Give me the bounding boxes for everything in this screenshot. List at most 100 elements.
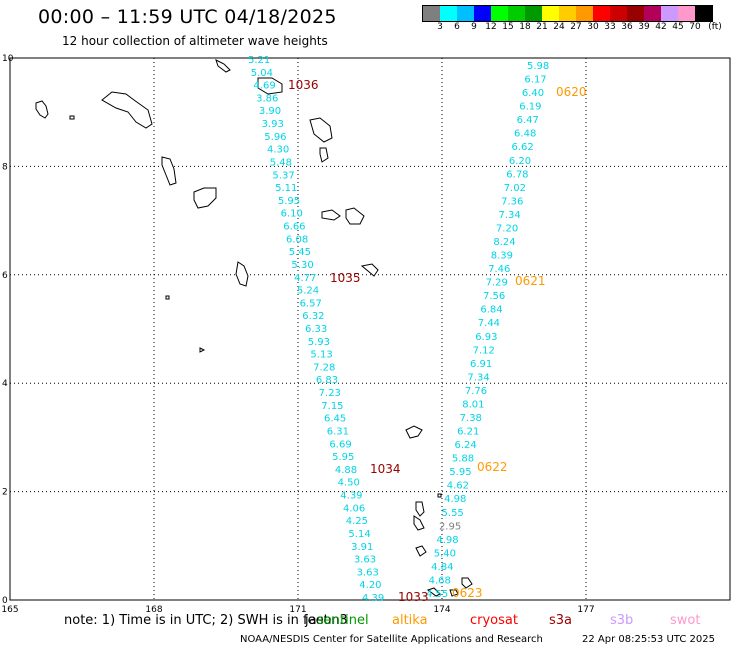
- legend-label: 21: [536, 22, 548, 32]
- legend-swatch: [474, 6, 491, 21]
- island-outline: [35, 100, 49, 119]
- legend-swatch: [695, 6, 712, 21]
- legend-label: 15: [502, 22, 514, 32]
- west-track-value: 3.93: [262, 119, 284, 130]
- west-track-value: 5.14: [348, 529, 370, 540]
- pass-time-label: 1033: [398, 590, 429, 604]
- east-track-value: 6.21: [457, 427, 479, 438]
- legend-label: 12: [485, 22, 497, 32]
- west-track-value: 5.21: [248, 55, 270, 66]
- legend-label: 9: [471, 22, 477, 32]
- legend-swatch: [661, 6, 678, 21]
- west-track-value: 5.24: [297, 286, 319, 297]
- legend-label: 36: [621, 22, 633, 32]
- island-outline: [360, 263, 379, 277]
- island-outline: [215, 59, 231, 73]
- east-track-value: 6.24: [454, 440, 476, 451]
- east-track-value: 7.44: [478, 318, 500, 329]
- west-track-value: 4.88: [335, 465, 357, 476]
- island-outline: [165, 295, 170, 300]
- east-track-value: 6.91: [470, 359, 492, 370]
- west-track-value: 3.91: [351, 542, 373, 553]
- footer-note: note: 1) Time is in UTC; 2) SWH is in fe…: [64, 613, 329, 628]
- island-outline: [413, 515, 425, 531]
- east-track-value: 7.29: [486, 278, 508, 289]
- west-track-value: 3.63: [357, 567, 379, 578]
- east-track-value: 7.02: [504, 183, 526, 194]
- generation-timestamp: 22 Apr 08:25:53 UTC 2025: [582, 634, 715, 645]
- legend-swatch: [542, 6, 559, 21]
- pass-time-label: 0623: [452, 586, 483, 600]
- west-track-value: 5.96: [264, 132, 286, 143]
- east-track-value: 4.68: [429, 575, 451, 586]
- legend-label: 30: [587, 22, 599, 32]
- east-track-value: 7.36: [501, 196, 523, 207]
- legend-swatch: [644, 6, 661, 21]
- east-track-value: 7.46: [488, 264, 510, 275]
- legend-swatch: [525, 6, 542, 21]
- island-outline: [449, 589, 459, 597]
- west-track-value: 4.30: [267, 145, 289, 156]
- legend-label: 24: [553, 22, 565, 32]
- color-legend: [422, 5, 713, 22]
- y-tick-label: 2: [2, 488, 8, 498]
- east-track-value: 6.93: [475, 332, 497, 343]
- west-track-value: 4.77: [294, 273, 316, 284]
- west-track-value: 6.57: [300, 298, 322, 309]
- west-track-value: 5.48: [270, 157, 292, 168]
- island-outline: [193, 187, 217, 209]
- east-track-value: 6.17: [524, 75, 546, 86]
- pass-time-label: 1034: [370, 462, 401, 476]
- east-track-value: 8.24: [493, 237, 515, 248]
- island-outline: [426, 587, 441, 597]
- satellite-label: altika: [392, 613, 428, 628]
- west-track-value: 4.39: [362, 593, 384, 604]
- page-subtitle: 12 hour collection of altimeter wave hei…: [62, 34, 328, 48]
- island-outline: [321, 209, 341, 221]
- east-track-value: 8.39: [491, 251, 513, 262]
- map-frame: [9, 57, 731, 601]
- west-track-value: 6.32: [302, 311, 324, 322]
- east-track-value: 4.55: [426, 589, 448, 600]
- legend-label: 18: [519, 22, 531, 32]
- east-track-value: 7.34: [467, 372, 489, 383]
- west-track-value: 6.66: [283, 222, 305, 233]
- west-track-value: 3.63: [354, 555, 376, 566]
- island-outline: [415, 501, 425, 517]
- legend-swatch: [593, 6, 610, 21]
- island-outline: [437, 493, 442, 498]
- legend-swatch: [508, 6, 525, 21]
- east-track-value: 5.55: [442, 508, 464, 519]
- east-track-value: 6.47: [517, 115, 539, 126]
- east-track-value: 7.20: [496, 223, 518, 234]
- island-outline: [235, 261, 249, 287]
- east-track-value: 7.12: [473, 345, 495, 356]
- legend-label: 6: [454, 22, 460, 32]
- pass-time-label: 0620: [556, 85, 587, 99]
- west-track-value: 6.45: [324, 414, 346, 425]
- west-track-value: 6.83: [316, 375, 338, 386]
- legend-label: 39: [638, 22, 650, 32]
- satellite-label: swot: [670, 613, 701, 628]
- satellite-label: s3b: [610, 613, 634, 628]
- west-track-value: 6.10: [281, 209, 303, 220]
- east-track-value: 6.62: [511, 142, 533, 153]
- west-track-value: 5.95: [332, 452, 354, 463]
- legend-label: 27: [570, 22, 582, 32]
- y-tick-label: 8: [2, 162, 8, 172]
- x-tick-label: 165: [1, 605, 18, 615]
- island-outline: [257, 77, 283, 95]
- west-track-value: 4.39: [340, 491, 362, 502]
- y-tick-label: 0: [2, 596, 8, 606]
- page-title: 00:00 – 11:59 UTC 04/18/2025: [38, 6, 337, 28]
- x-tick-label: 177: [577, 605, 594, 615]
- west-track-value: 6.33: [305, 324, 327, 335]
- east-track-value: 4.62: [447, 481, 469, 492]
- east-track-value: 8.01: [462, 399, 484, 410]
- y-tick-label: 6: [2, 271, 8, 281]
- island-outline: [319, 147, 329, 163]
- island-outline: [199, 347, 206, 353]
- east-track-value: 6.48: [514, 129, 536, 140]
- east-track-value: 6.78: [506, 169, 528, 180]
